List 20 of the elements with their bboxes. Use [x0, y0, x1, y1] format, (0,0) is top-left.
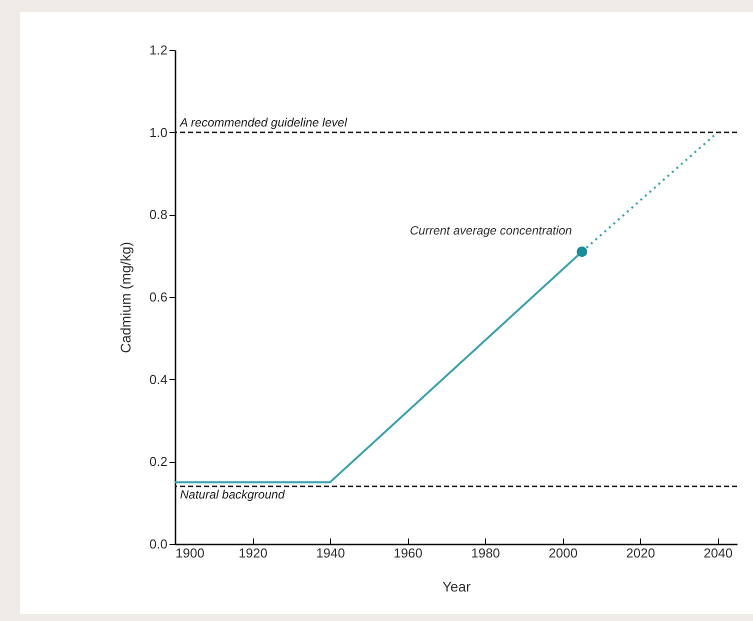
y-tick-label: 1.2: [149, 42, 168, 58]
y-tick-label: 1.0: [149, 124, 168, 140]
y-tick-label: 0.8: [149, 207, 168, 222]
x-axis-title: Year: [442, 578, 471, 594]
x-tick-label: 1920: [238, 546, 268, 560]
ref-line-label: Natural background: [180, 487, 286, 502]
x-tick-label: 1980: [471, 546, 500, 560]
x-tick-label: 1900: [176, 546, 204, 560]
y-tick-label: 0.4: [149, 372, 168, 387]
x-tick-label: 2020: [626, 546, 656, 560]
x-tick-label: 2000: [548, 546, 578, 560]
y-tick-label: 0.0: [149, 536, 168, 552]
y-tick-label: 0.6: [149, 290, 168, 304]
x-tick-label: 2040: [704, 546, 733, 560]
x-tick-label: 1960: [394, 546, 423, 560]
ref-line-label: A recommended guideline level: [179, 115, 348, 130]
y-axis-title: Cadmium (mg/kg): [117, 242, 134, 354]
y-tick-label: 0.2: [149, 454, 168, 470]
x-tick-label: 1940: [316, 546, 345, 560]
annotation: Current average concentration: [410, 224, 572, 238]
